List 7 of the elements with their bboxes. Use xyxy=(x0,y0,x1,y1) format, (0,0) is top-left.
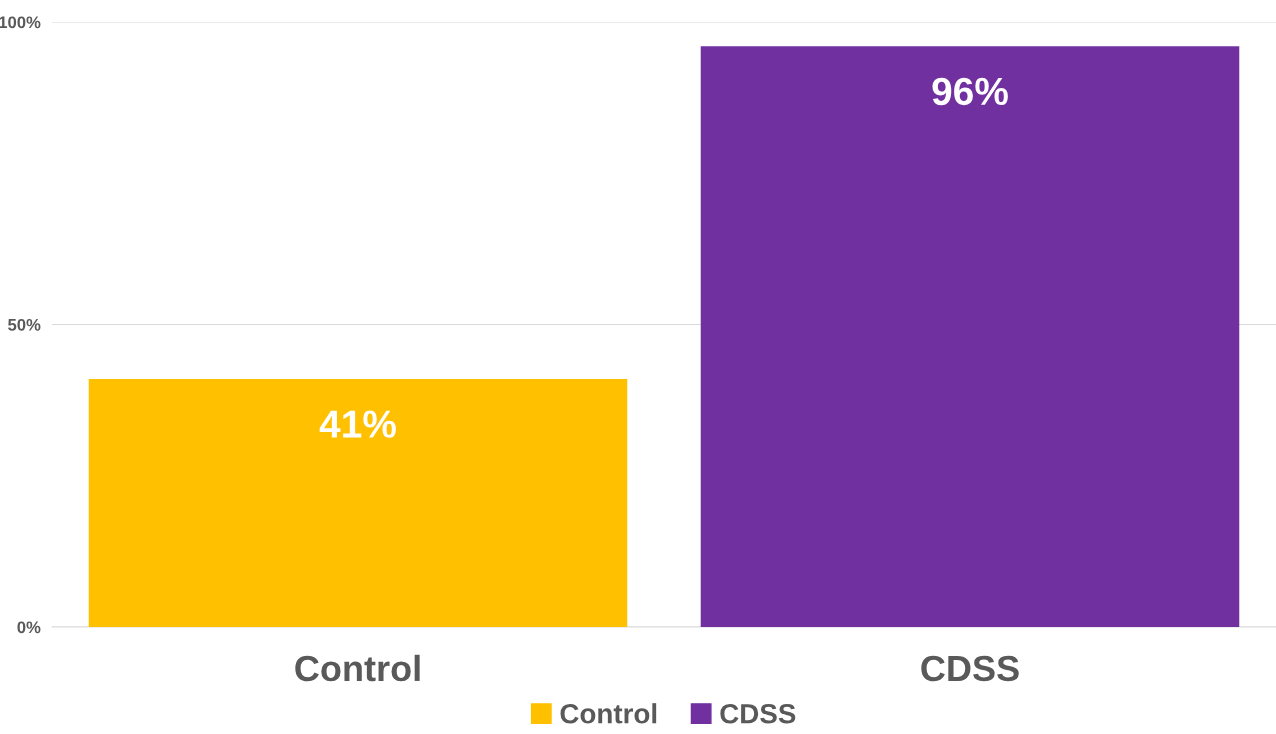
y-tick-label: 100% xyxy=(0,16,41,29)
legend-label: Control xyxy=(560,703,657,724)
y-tick-label: 0% xyxy=(17,621,41,634)
text: 96% xyxy=(932,77,1008,106)
text: 41% xyxy=(319,410,396,438)
legend-label: CDSS xyxy=(720,703,796,724)
y-tick-label: 50% xyxy=(8,318,41,331)
